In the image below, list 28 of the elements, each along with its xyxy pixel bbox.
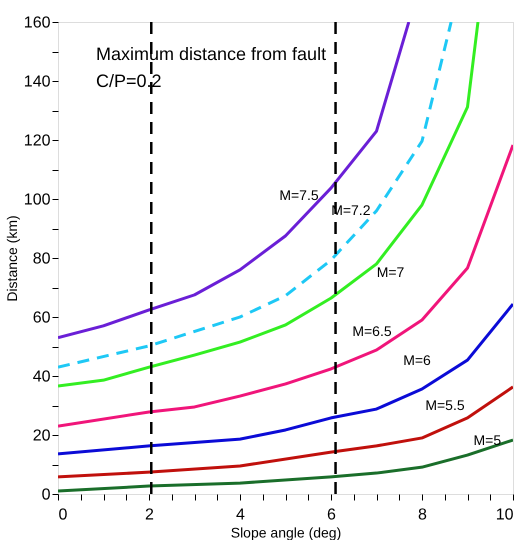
series-label: M=5 <box>474 432 502 448</box>
series-label: M=7 <box>376 264 405 280</box>
y-axis-title: Distance (km) <box>4 215 20 302</box>
y-tick-label: 120 <box>24 132 51 150</box>
series-label: M=6.5 <box>352 322 392 339</box>
x-tick-label: 2 <box>145 506 154 524</box>
y-tick-label: 60 <box>32 310 51 326</box>
y-tick-label: 140 <box>24 74 51 90</box>
line-series <box>58 144 513 428</box>
annotation: Maximum distance from fault <box>96 44 326 64</box>
y-tick-label: 20 <box>32 428 51 444</box>
y-tick-label: 80 <box>32 250 51 268</box>
x-tick-label: 4 <box>236 506 246 524</box>
x-tick-label: 10 <box>496 506 514 524</box>
line-series <box>58 22 410 340</box>
y-tick-label: 100 <box>24 192 51 208</box>
series-label: M=7.5 <box>279 187 319 204</box>
annotation: C/P=0.2 <box>96 71 162 91</box>
series-label: M=6 <box>403 352 432 368</box>
y-tick-label: 160 <box>24 14 51 32</box>
series-label: M=5.5 <box>425 396 465 413</box>
x-tick-label: 0 <box>58 506 68 524</box>
x-tick-label: 6 <box>327 506 336 524</box>
line-series <box>58 302 513 456</box>
line-series <box>58 385 513 478</box>
y-tick-label: 40 <box>32 368 51 386</box>
y-tick-label: 0 <box>42 486 51 504</box>
x-tick-label: 8 <box>418 506 428 524</box>
